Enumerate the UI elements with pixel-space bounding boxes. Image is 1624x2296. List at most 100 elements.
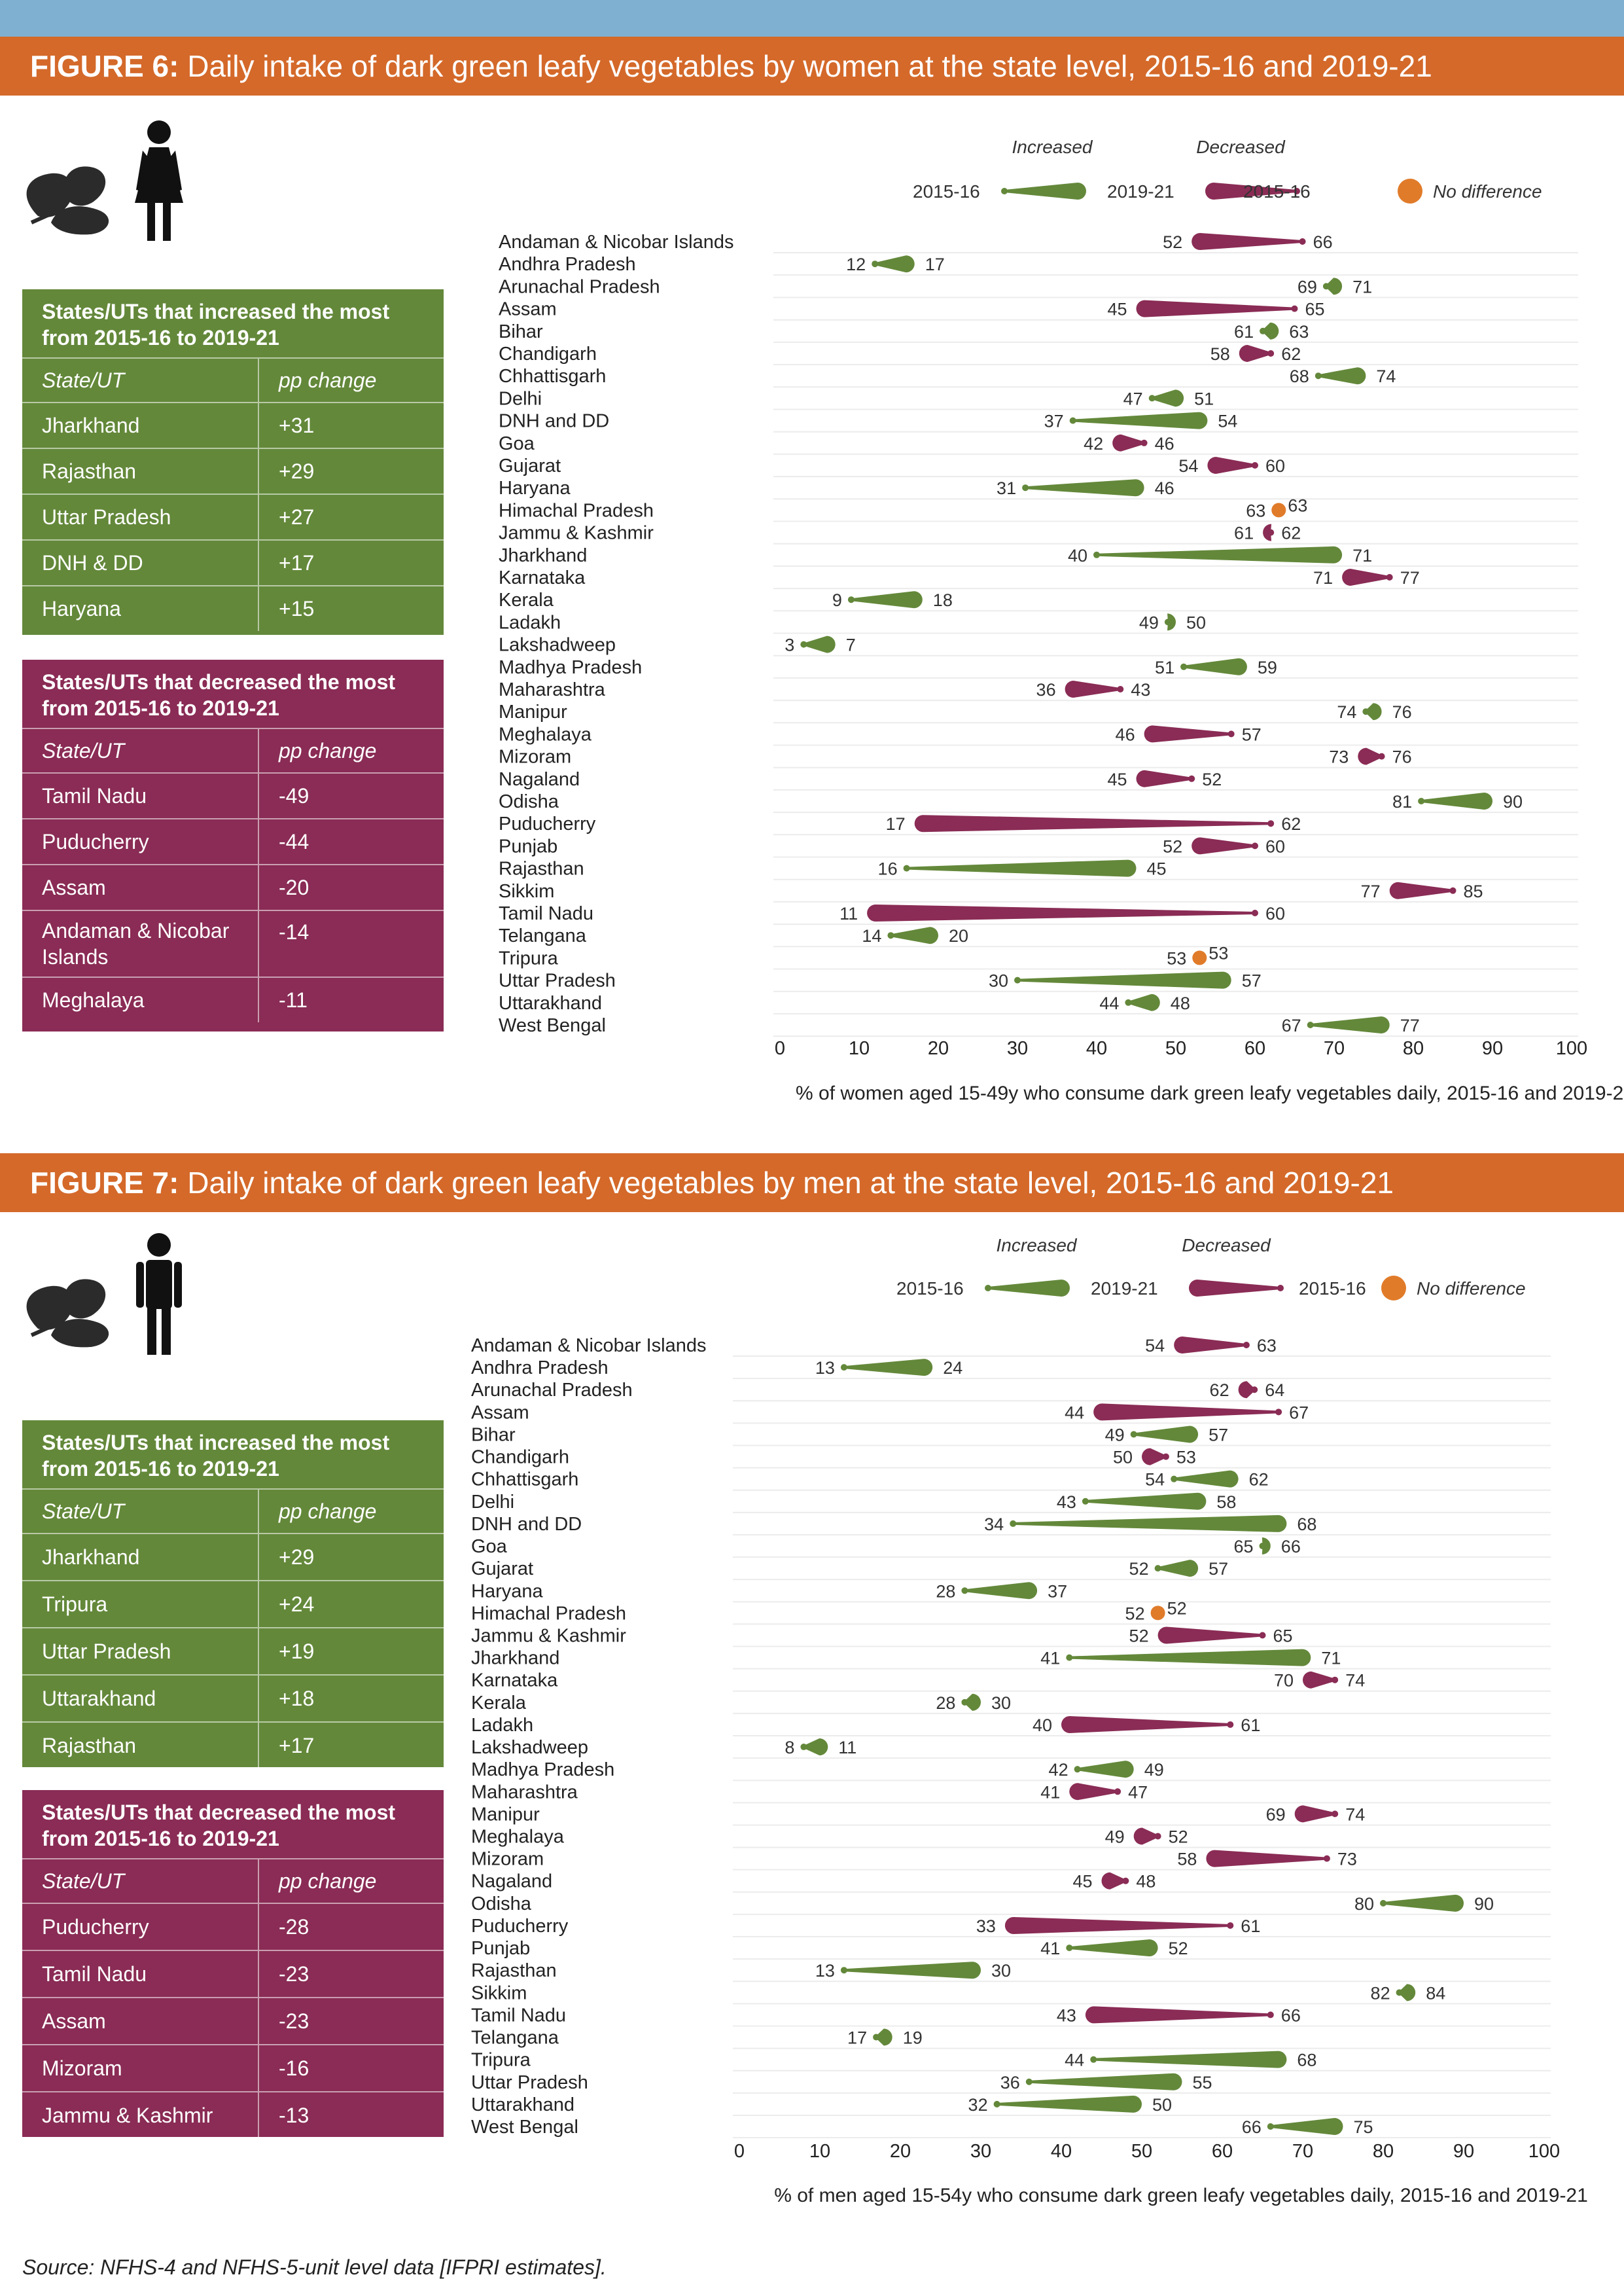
increase-dumbbell-start-point xyxy=(1082,1498,1089,1505)
change-cell: +29 xyxy=(258,449,444,493)
value-label-left: 13 xyxy=(815,1358,835,1378)
increase-dumbbell xyxy=(891,927,938,944)
change-cell: +15 xyxy=(258,586,444,631)
increase-dumbbell-start-point xyxy=(873,2034,880,2041)
value-label-left: 31 xyxy=(997,478,1016,498)
category-label: Nagaland xyxy=(471,1871,552,1892)
category-label: Tripura xyxy=(499,948,559,969)
fig6-decreased-heading: States/UTs that decreased the most from … xyxy=(42,670,396,720)
value-label-left: 44 xyxy=(1065,1403,1084,1422)
increase-dumbbell-start-point xyxy=(872,260,879,268)
value-label-right: 18 xyxy=(933,590,953,610)
legend-year-start-label: 2015-16 xyxy=(896,1278,964,1299)
value-label-left: 58 xyxy=(1177,1850,1197,1869)
increase-dumbbell-start-point xyxy=(800,1744,807,1751)
legend-decreased-mark-start-point xyxy=(1294,188,1300,194)
value-label-left: 43 xyxy=(1057,1492,1076,1512)
value-label-left: 51 xyxy=(1155,658,1174,677)
value-label-right: 85 xyxy=(1464,882,1483,901)
decrease-dumbbell-start-point xyxy=(1259,1632,1266,1639)
legend-year-start-label-2: 2015-16 xyxy=(1299,1278,1366,1299)
x-tick-label: 40 xyxy=(1051,2141,1072,2162)
value-label-right: 62 xyxy=(1281,344,1301,364)
x-tick-label: 0 xyxy=(775,1038,785,1059)
fig7-decreased-heading: States/UTs that decreased the most from … xyxy=(42,1801,396,1850)
value-label-right: 90 xyxy=(1503,792,1523,812)
value-label-right: 65 xyxy=(1273,1626,1293,1645)
decrease-dumbbell-start-point xyxy=(1449,887,1456,894)
decrease-dumbbell-start-point xyxy=(1378,753,1385,760)
increase-dumbbell-start-point xyxy=(1260,327,1267,334)
value-label-left: 61 xyxy=(1234,524,1254,543)
value-label-left: 34 xyxy=(984,1515,1004,1534)
value-label-left: 52 xyxy=(1129,1626,1149,1645)
category-label: Rajasthan xyxy=(499,859,584,880)
spinach-icon xyxy=(26,1279,109,1348)
fig7-increased-table: States/UTs that increased the most from … xyxy=(22,1420,444,1768)
figure-6-header: FIGURE 6: Daily intake of dark green lea… xyxy=(0,37,1624,96)
legend-decreased-mark xyxy=(1205,183,1297,200)
decrease-dumbbell-start-point xyxy=(1323,1855,1330,1862)
increase-dumbbell-start-point xyxy=(1322,283,1330,290)
decrease-dumbbell-start-point xyxy=(1332,1810,1339,1818)
decrease-dumbbell xyxy=(1112,434,1144,452)
decrease-dumbbell xyxy=(1142,1448,1166,1465)
decrease-dumbbell-start-point xyxy=(1122,1877,1129,1884)
state-cell: Tripura xyxy=(42,1592,108,1616)
col-change-header: pp change xyxy=(258,359,444,402)
decrease-dumbbell xyxy=(1144,725,1231,743)
increase-dumbbell xyxy=(1310,1016,1390,1033)
value-label-left: 11 xyxy=(839,904,858,924)
legend-no-difference-dot xyxy=(1398,179,1422,204)
decrease-dumbbell xyxy=(867,905,1255,922)
increase-dumbbell-start-point xyxy=(1362,708,1369,715)
decrease-dumbbell xyxy=(1061,1715,1231,1733)
decrease-dumbbell xyxy=(1093,1403,1279,1421)
category-label: Sikkim xyxy=(499,881,554,902)
x-tick-label: 100 xyxy=(1528,2141,1560,2162)
value-label-right: 66 xyxy=(1281,2005,1301,2025)
category-label: Ladakh xyxy=(499,612,561,633)
category-label: Mizoram xyxy=(471,1849,544,1870)
increase-dumbbell-start-point xyxy=(800,641,807,648)
decrease-dumbbell-start-point xyxy=(1291,305,1298,312)
value-label-left: 13 xyxy=(815,1961,835,1981)
increase-dumbbell xyxy=(1174,1470,1239,1488)
decrease-dumbbell-start-point xyxy=(1252,842,1258,850)
change-cell: +17 xyxy=(258,1723,444,1768)
category-label: Uttar Pradesh xyxy=(499,971,616,992)
value-label-left: 67 xyxy=(1282,1016,1301,1035)
no-difference-point xyxy=(1150,1605,1165,1621)
category-label: Delhi xyxy=(499,388,542,409)
change-cell: -23 xyxy=(258,1951,444,1997)
category-label: Tripura xyxy=(471,2050,531,2071)
fig6-increased-heading: States/UTs that increased the most from … xyxy=(42,300,390,350)
change-cell: +29 xyxy=(258,1534,444,1580)
category-label: DNH and DD xyxy=(499,411,609,432)
col-state-header: State/UT xyxy=(42,1869,125,1893)
value-label-right: 75 xyxy=(1354,2117,1373,2137)
value-label-right: 37 xyxy=(1048,1581,1067,1601)
x-tick-label: 80 xyxy=(1403,1038,1424,1059)
increase-dumbbell xyxy=(1072,412,1208,429)
value-label-right: 90 xyxy=(1474,1894,1494,1914)
value-label-end: 52 xyxy=(1167,1598,1187,1618)
increase-dumbbell-start-point xyxy=(1148,395,1156,402)
fig6-decreased-table: States/UTs that decreased the most from … xyxy=(22,660,444,1031)
increase-dumbbell xyxy=(803,636,836,653)
x-tick-label: 0 xyxy=(734,2141,745,2162)
x-tick-label: 70 xyxy=(1324,1038,1345,1059)
value-label-left: 49 xyxy=(1139,613,1159,632)
increase-dumbbell-start-point xyxy=(993,2100,1000,2108)
category-label: Chhattisgarh xyxy=(499,366,606,387)
value-label-left: 66 xyxy=(1242,2117,1262,2137)
change-cell: +27 xyxy=(258,495,444,539)
decrease-dumbbell xyxy=(1294,1805,1335,1823)
category-label: Manipur xyxy=(499,702,567,723)
value-label-right: 57 xyxy=(1242,971,1262,991)
value-label-left: 36 xyxy=(1036,680,1056,700)
value-label-right: 77 xyxy=(1400,1016,1420,1035)
value-label-right: 11 xyxy=(838,1738,856,1757)
table-row: Tamil Nadu -23 xyxy=(22,1950,444,1997)
increase-dumbbell xyxy=(1184,658,1247,675)
